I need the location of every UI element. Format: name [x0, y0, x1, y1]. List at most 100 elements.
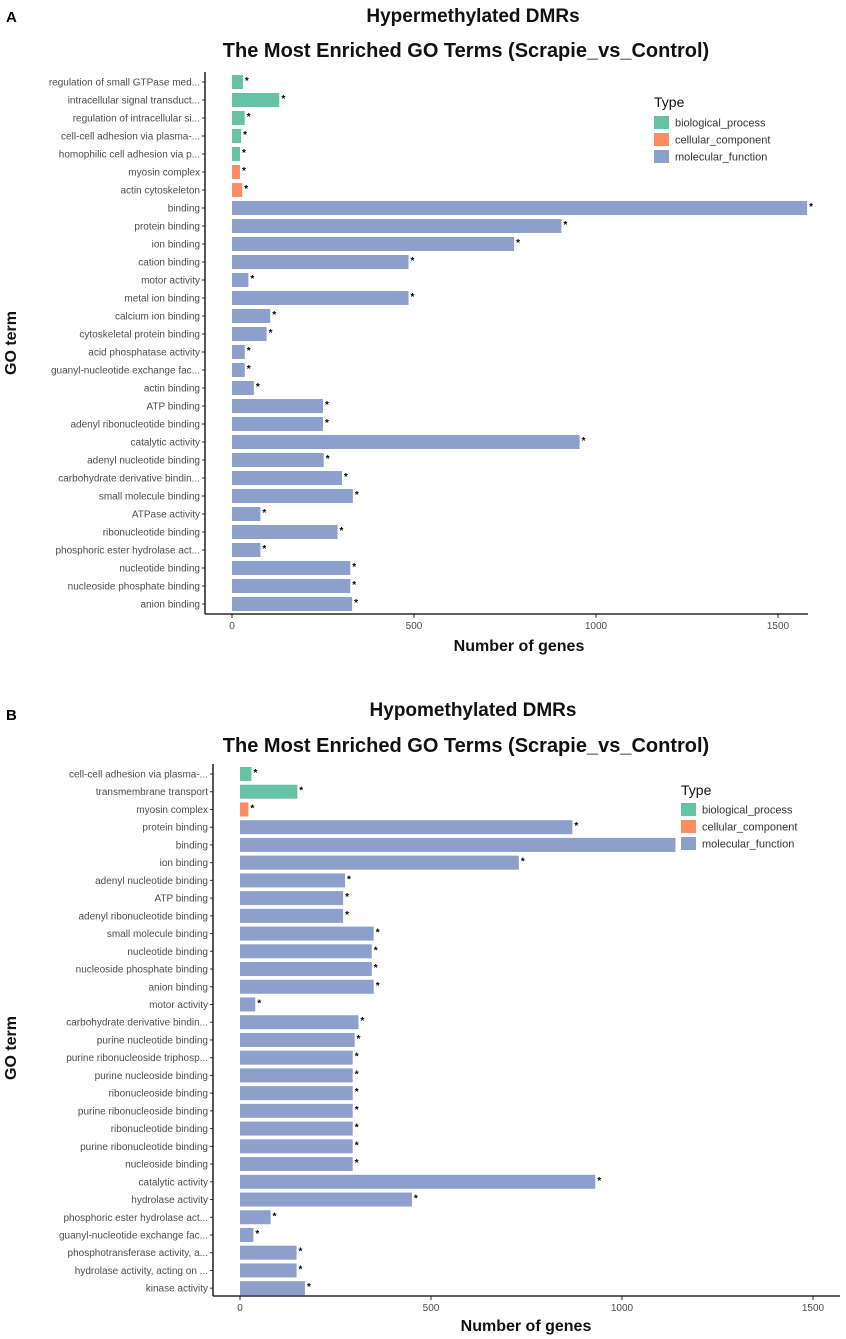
panel-b-legend-title: Type [681, 782, 712, 798]
panel-b-significance-marker: * [355, 1105, 359, 1116]
panel-a-bar [232, 489, 353, 503]
panel-a-bar [232, 543, 261, 557]
panel-b-bar [240, 820, 573, 835]
panel-a-significance-marker: * [247, 364, 251, 375]
panel-b-x-tick-label: 500 [423, 1303, 440, 1314]
panel-b-y-tick-label: kinase activity [146, 1284, 208, 1295]
panel-a-significance-marker: * [243, 130, 247, 141]
panel-b-significance-marker: * [355, 1087, 359, 1098]
panel-b-significance-marker: * [299, 786, 303, 797]
panel-b-bar [240, 873, 346, 888]
panel-a-y-tick-label: regulation of intracellular si... [73, 114, 200, 125]
panel-b-y-tick-label: phosphoric ester hydrolase act... [63, 1213, 208, 1224]
panel-b-significance-marker: * [355, 1123, 359, 1134]
panel-a-bar [232, 291, 409, 305]
panel-b-y-tick-label: purine ribonucleoside triphosp... [66, 1053, 208, 1064]
panel-b-significance-marker: * [345, 892, 349, 903]
panel-b-bar [240, 855, 519, 870]
panel-b-y-tick-label: ATP binding [154, 894, 208, 905]
panel-a-bar [232, 579, 351, 593]
panel-a-y-tick-label: catalytic activity [131, 438, 200, 449]
panel-a-significance-marker: * [247, 112, 251, 123]
panel-b-significance-marker: * [360, 1016, 364, 1027]
panel-a-legend: Type biological_process cellular_componen… [654, 94, 770, 164]
panel-a-significance-marker: * [344, 472, 348, 483]
panel-b-bar [240, 784, 298, 799]
panel-b-y-tick-label: cell-cell adhesion via plasma-... [69, 770, 208, 781]
panel-b-y-tick-label: purine ribonucleoside binding [78, 1106, 208, 1117]
panel-a-significance-marker: * [247, 346, 251, 357]
panel-a-y-tick-label: calcium ion binding [115, 312, 200, 323]
panel-a-y-tick-label: motor activity [141, 276, 200, 287]
panel-b-significance-marker: * [597, 1176, 601, 1187]
panel-a-significance-marker: * [326, 454, 330, 465]
panel-b-y-tick-label: myosin complex [136, 805, 208, 816]
panel-a-supertitle: Hypermethylated DMRs [366, 6, 579, 27]
panel-b-bar [240, 1281, 305, 1296]
panel-a-bar [232, 309, 271, 323]
panel-a-y-tick-label: anion binding [141, 600, 201, 611]
panel-b-x-tick-label: 0 [237, 1303, 243, 1314]
panel-a-significance-marker: * [242, 166, 246, 177]
panel-b-significance-marker: * [253, 768, 257, 779]
panel-b-bar [240, 1086, 353, 1101]
panel-b-significance-marker: * [376, 928, 380, 939]
panel-b-y-tick-label: nucleotide binding [127, 947, 208, 958]
panel-a-y-tick-label: guanyl-nucleotide exchange fac... [51, 366, 200, 377]
panel-a-significance-marker: * [352, 580, 356, 591]
panel-a-x-axis-title: Number of genes [454, 638, 585, 655]
panel-b-letter: B [6, 707, 17, 724]
panel-a-significance-marker: * [256, 382, 260, 393]
panel-b-significance-marker: * [574, 821, 578, 832]
panel-b-x-axis-title: Number of genes [461, 1318, 592, 1335]
panel-a-bar [232, 75, 243, 89]
panel-b-y-tick-label: ribonucleotide binding [111, 1124, 208, 1135]
panel-a-significance-marker: * [272, 310, 276, 321]
panel-b-significance-marker: * [273, 1211, 277, 1222]
panel-b-bar [240, 891, 344, 906]
panel-b-y-axis-title: GO term [3, 1016, 20, 1080]
panel-a-y-tick-label: carbohydrate derivative bindin... [58, 474, 200, 485]
panel-a-y-tick-label: actin binding [144, 384, 200, 395]
panel-a-significance-marker: * [325, 418, 329, 429]
panel-a-significance-marker: * [269, 328, 273, 339]
panel-a-legend-swatch [654, 116, 669, 129]
panel-a-bar [232, 255, 409, 269]
panel-b-legend-swatch [681, 837, 696, 850]
panel-b-y-tick-label: motor activity [149, 1000, 208, 1011]
panel-a-significance-marker: * [244, 184, 248, 195]
panel-a-significance-marker: * [242, 148, 246, 159]
panel-a-significance-marker: * [355, 490, 359, 501]
panel-b-significance-marker: * [299, 1264, 303, 1275]
panel-a-bar [232, 453, 324, 467]
panel-b-legend-swatch [681, 803, 696, 816]
panel-b-y-tick-label: adenyl ribonucleotide binding [78, 911, 208, 922]
panel-a-y-tick-label: ATPase activity [132, 510, 200, 521]
panel-b-bar [240, 1227, 254, 1242]
panel-a-bar [232, 93, 280, 107]
panel-a-bar [232, 525, 338, 539]
panel-b-y-tick-label: transmembrane transport [96, 787, 208, 798]
panel-a-bar [232, 183, 243, 197]
panel-b-y-tick-label: nucleoside binding [125, 1160, 208, 1171]
panel-b-bar [240, 1032, 355, 1047]
panel-a-y-tick-label: actin cytoskeleton [121, 186, 201, 197]
panel-b-bar [240, 1050, 353, 1065]
panel-b-significance-marker: * [345, 910, 349, 921]
panel-b-bar [240, 1139, 353, 1154]
panel-a-y-tick-label: adenyl nucleotide binding [87, 456, 200, 467]
panel-a-significance-marker: * [250, 274, 254, 285]
panel-b-y-tick-label: carbohydrate derivative bindin... [66, 1018, 208, 1029]
panel-a-letter: A [6, 9, 17, 26]
panel-b-bar [240, 1263, 297, 1278]
panel-b-y-tick-label: nucleoside phosphate binding [76, 965, 208, 976]
panel-b-bar [240, 979, 374, 994]
panel-a-y-tick-label: phosphoric ester hydrolase act... [55, 546, 200, 557]
panel-b-legend-label: biological_process [702, 805, 793, 817]
panel-b-significance-marker: * [355, 1052, 359, 1063]
panel-b-significance-marker: * [374, 945, 378, 956]
panel-a-y-tick-label: binding [168, 204, 200, 215]
panel-b-bar [240, 926, 374, 941]
panel-a-x-tick-label: 1000 [585, 621, 608, 632]
panel-a-bar [232, 165, 241, 179]
